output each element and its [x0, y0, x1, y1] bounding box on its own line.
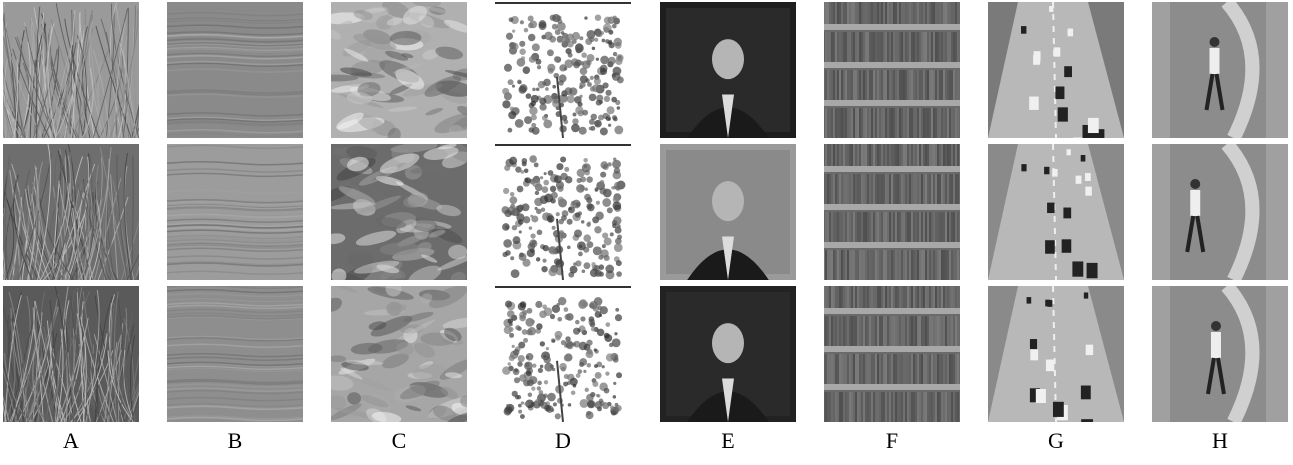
column-label: G — [1048, 428, 1064, 453]
column-label: C — [391, 428, 407, 453]
texture-image — [167, 2, 303, 138]
texture-image — [331, 2, 467, 138]
texture-image — [1152, 286, 1288, 422]
texture-image — [660, 2, 796, 138]
column-label: F — [885, 428, 899, 453]
texture-image — [1152, 144, 1288, 280]
column-label: A — [63, 428, 79, 453]
texture-image — [495, 144, 631, 280]
texture-image — [988, 2, 1124, 138]
texture-image — [3, 144, 139, 280]
texture-image — [660, 286, 796, 422]
texture-image — [1152, 2, 1288, 138]
texture-image — [988, 286, 1124, 422]
texture-image — [824, 144, 960, 280]
texture-image — [3, 286, 139, 422]
column-label: E — [721, 428, 735, 453]
column-label: H — [1212, 428, 1228, 453]
texture-image — [3, 2, 139, 138]
texture-image — [167, 144, 303, 280]
texture-image — [495, 2, 631, 138]
texture-image — [495, 286, 631, 422]
texture-image — [331, 144, 467, 280]
texture-image — [660, 144, 796, 280]
column-label: B — [227, 428, 243, 453]
texture-image — [824, 286, 960, 422]
column-label: D — [555, 428, 571, 453]
texture-image — [824, 2, 960, 138]
texture-image — [988, 144, 1124, 280]
texture-image — [331, 286, 467, 422]
texture-image — [167, 286, 303, 422]
